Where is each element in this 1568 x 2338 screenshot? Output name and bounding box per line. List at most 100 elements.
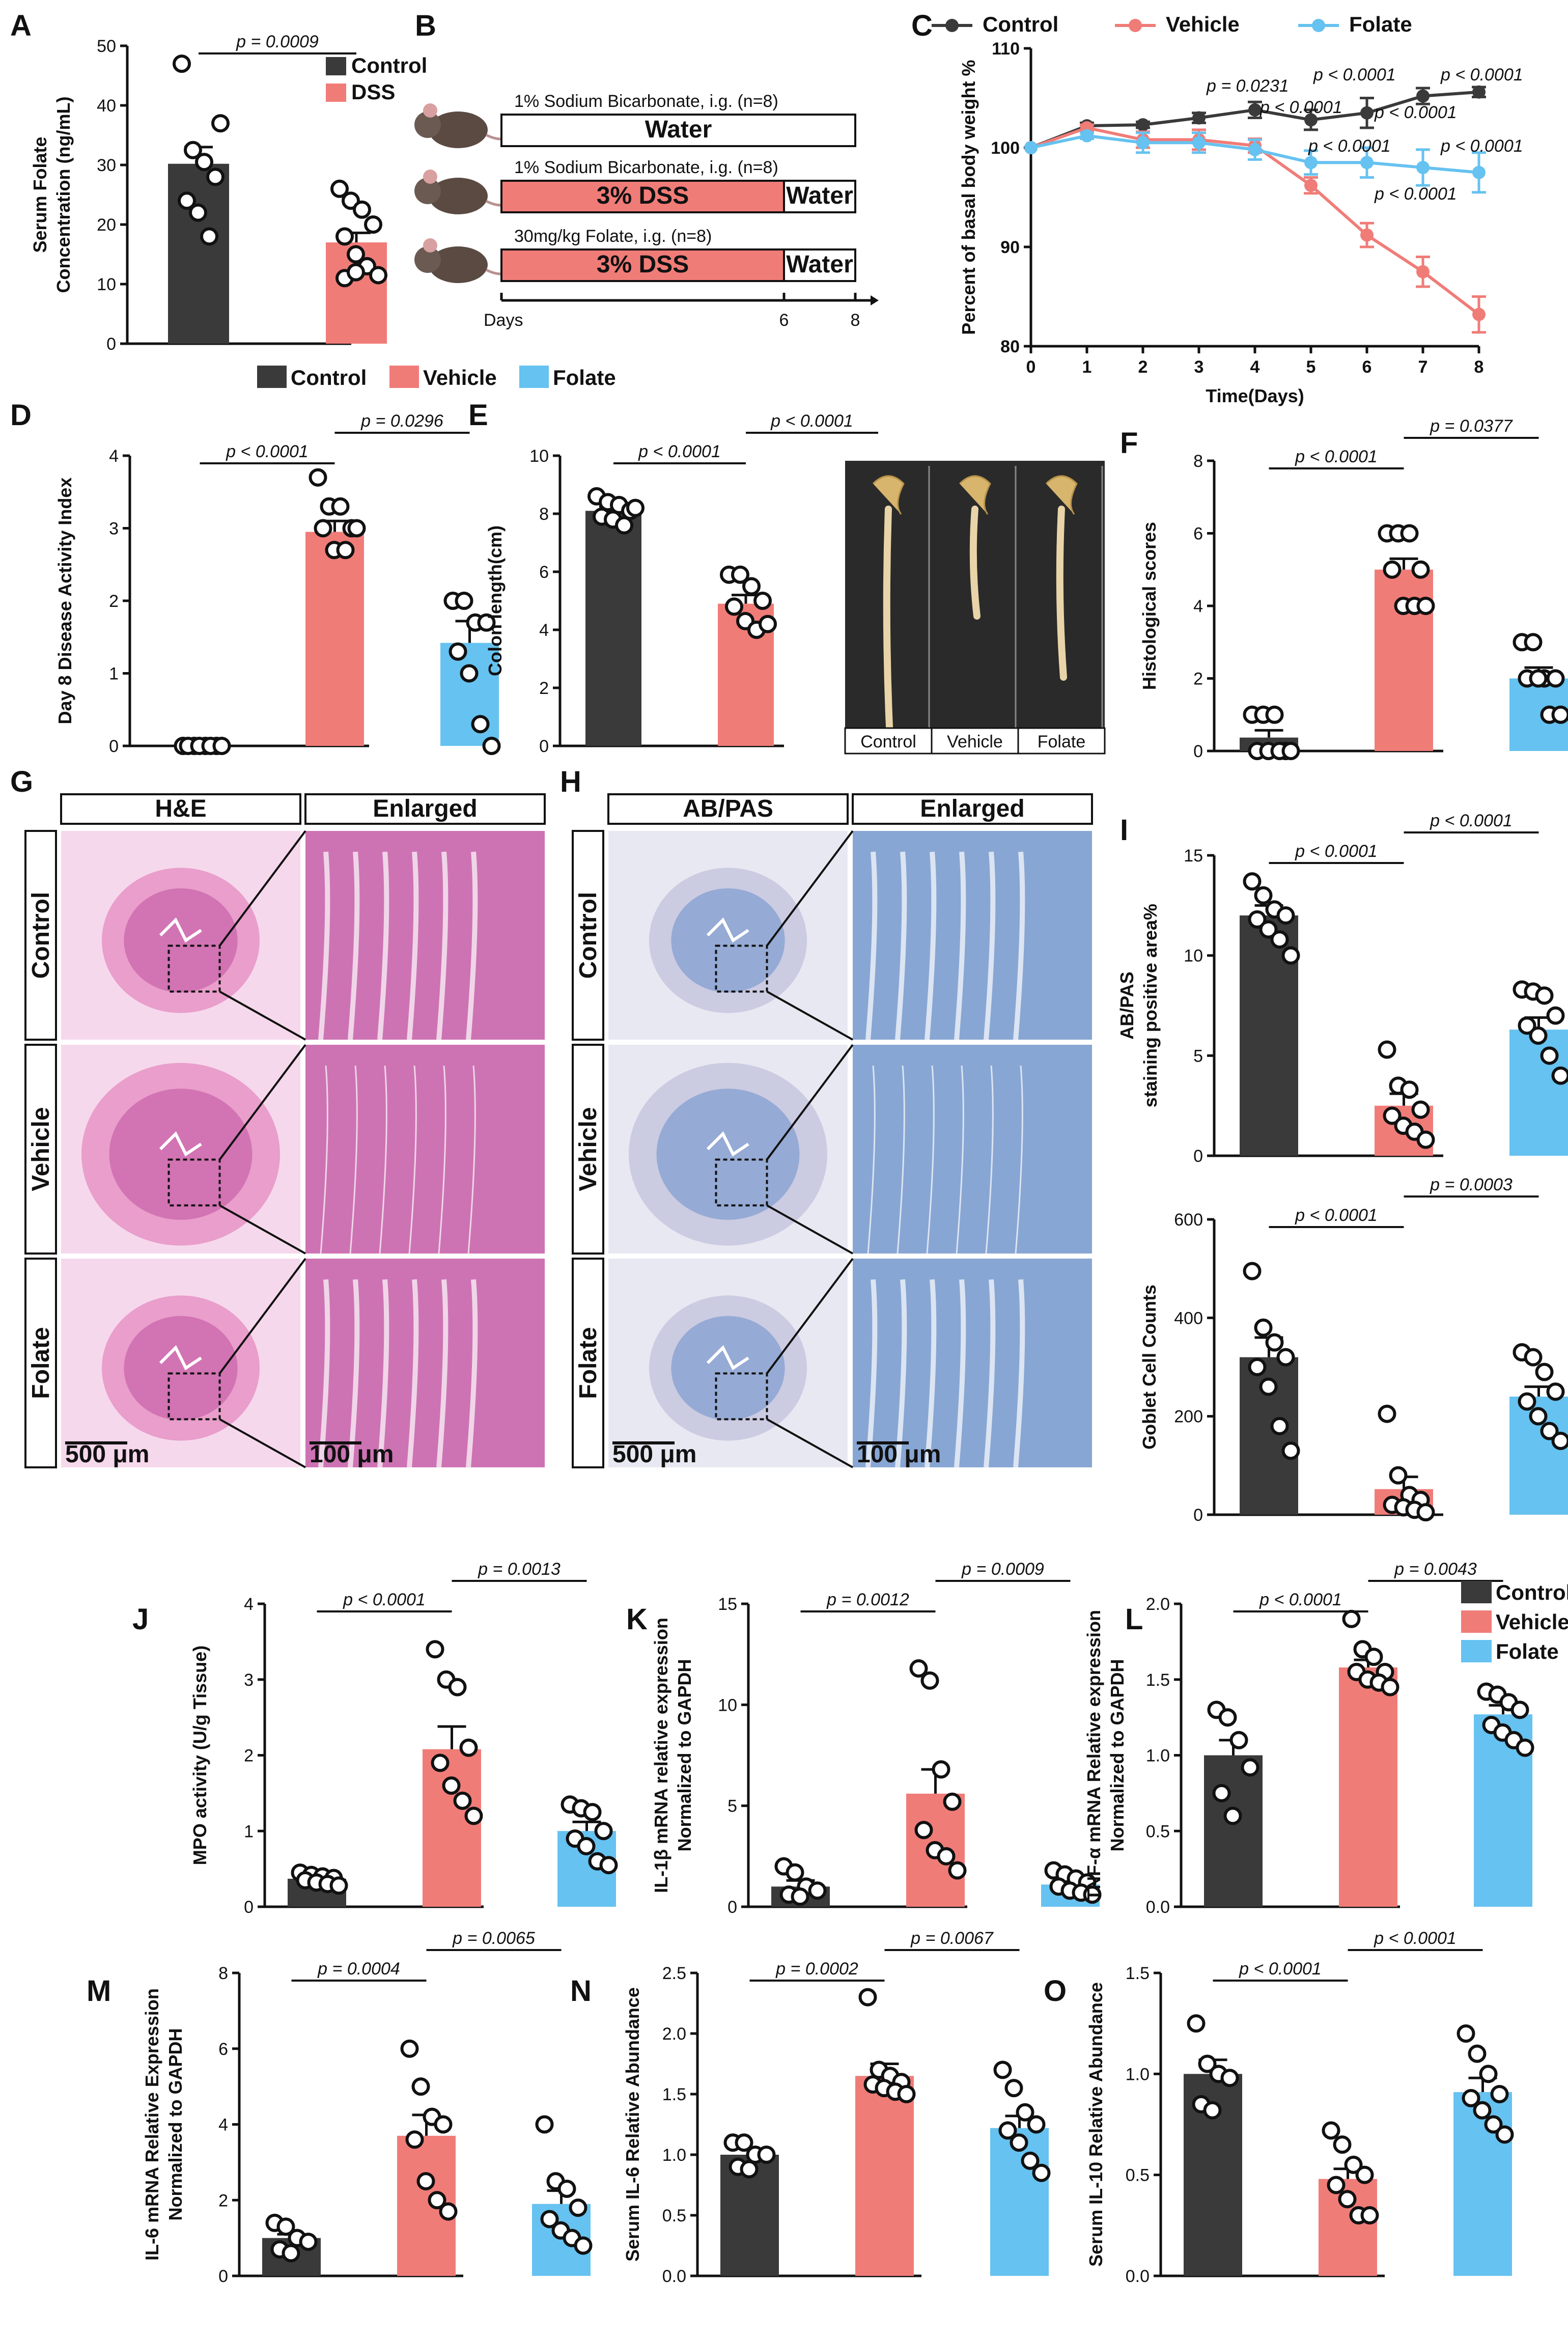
- data-point: [557, 2179, 576, 2198]
- p-value: p = 0.0003: [1430, 1175, 1513, 1194]
- panel-letter-a: A: [10, 9, 32, 42]
- data-point: [753, 592, 772, 610]
- chart-i1: 0 5 10 15 AB/PAS staining positive area% p < 0…: [1116, 811, 1568, 1166]
- water-segment: [783, 248, 856, 282]
- data-point: [276, 2217, 295, 2236]
- data-point: [1338, 2190, 1357, 2209]
- data-point: [1535, 986, 1554, 1005]
- data-point: [1187, 2014, 1206, 2033]
- mucosa-layer: [671, 888, 785, 993]
- data-point: [569, 2198, 587, 2217]
- y-tick-label: 5: [1193, 1046, 1203, 1066]
- y-tick-label: 15: [1184, 846, 1203, 866]
- data-point: [1540, 1046, 1559, 1065]
- enlarged-image: [305, 1259, 545, 1467]
- crypt-structure: [984, 851, 996, 1040]
- enlarged-image: [853, 1259, 1092, 1467]
- y-axis-label: Day 8 Disease Activity Index: [54, 478, 75, 725]
- data-point: [282, 2244, 300, 2263]
- y-axis-label-line: staining positive area%: [1140, 904, 1161, 1107]
- crypt-structure: [1015, 1065, 1023, 1254]
- legend-swatch: [1461, 1640, 1492, 1662]
- p-value: p = 0.0013: [478, 1560, 561, 1579]
- p-value: p < 0.0001: [1313, 65, 1396, 85]
- data-point: [1333, 2135, 1352, 2154]
- y-tick-label: 100: [991, 138, 1020, 158]
- crypt-structure: [377, 1279, 389, 1468]
- legend-swatch: [1461, 1581, 1492, 1603]
- y-tick-label: 0: [106, 335, 116, 354]
- water-segment: [783, 180, 856, 213]
- y-tick-label: 400: [1174, 1309, 1203, 1328]
- zoom-box: [167, 1372, 221, 1421]
- legend-swatch: [326, 84, 346, 102]
- data-point: [1510, 1701, 1529, 1719]
- y-tick-label: 5: [727, 1797, 737, 1816]
- data-point: [1416, 597, 1435, 615]
- data-point: [426, 1640, 444, 1659]
- data-point: [1024, 141, 1038, 154]
- y-axis-label-line: Serum IL-6 Relative Abundance: [622, 1987, 643, 2262]
- y-tick-label: 4: [218, 2116, 228, 2135]
- timeline-label: Days: [484, 311, 523, 330]
- y-tick-label: 4: [1193, 597, 1203, 616]
- scale-label: 100 μm: [857, 1441, 941, 1468]
- colon-tissue: [969, 506, 981, 620]
- data-point: [1136, 118, 1150, 132]
- mouse-body: [429, 178, 488, 214]
- data-point: [471, 715, 490, 734]
- data-point: [1192, 136, 1206, 150]
- chart-l: 0.0 0.5 1.0 1.5 2.0 TNF-α mRNA Relative expre…: [1083, 1560, 1534, 1917]
- lumen: [159, 917, 202, 943]
- y-tick-label: 4: [244, 1595, 254, 1614]
- timeline-arrow: [871, 295, 879, 305]
- segment-label: Water: [786, 182, 853, 209]
- data-point: [434, 2115, 453, 2134]
- legend-groups-bottom: Control Vehicle Folate: [1461, 1580, 1568, 1663]
- data-point: [740, 2160, 759, 2179]
- x-tick-label: 2: [1138, 357, 1148, 377]
- zoom-line: [766, 1418, 853, 1468]
- data-point: [1004, 2079, 1023, 2098]
- bar-vehicle: [1339, 1667, 1397, 1907]
- data-point: [1136, 136, 1150, 150]
- data-point: [1281, 1441, 1300, 1460]
- y-axis-label-line: Goblet Cell Counts: [1139, 1285, 1160, 1450]
- p-value: p < 0.0001: [638, 442, 721, 461]
- p-value: p < 0.0001: [1239, 1959, 1322, 1979]
- crypt-structure: [436, 851, 449, 1040]
- crypt-structure: [954, 851, 966, 1040]
- x-tick-label: 0: [1026, 357, 1036, 377]
- data-point: [455, 592, 473, 610]
- data-point: [428, 2191, 446, 2210]
- data-point: [200, 227, 218, 246]
- chart-k: 0 5 10 15 IL-1β mRNA relative expression Norm…: [651, 1560, 1102, 1917]
- mucosa-layer: [124, 1316, 238, 1421]
- bar-vehicle: [855, 2076, 914, 2276]
- p-value: p < 0.0001: [1295, 447, 1378, 466]
- data-point: [1360, 106, 1374, 120]
- data-point: [993, 2061, 1012, 2079]
- data-point: [1229, 1731, 1248, 1749]
- y-tick-label: 2: [1193, 670, 1203, 689]
- y-tick-label: 2: [244, 1746, 254, 1766]
- row-label-box: [572, 1044, 604, 1255]
- crypt-structure: [320, 1065, 328, 1254]
- data-point: [336, 541, 355, 560]
- zoom-line: [218, 830, 306, 947]
- data-point: [1270, 930, 1289, 949]
- timeline-tick-label: 8: [851, 311, 860, 330]
- segment-label: 3% DSS: [597, 182, 689, 209]
- x-axis-label: Time(Days): [1206, 385, 1304, 406]
- data-point: [299, 2233, 318, 2251]
- legend-label: Control: [983, 12, 1058, 36]
- data-point: [757, 2146, 776, 2164]
- data-point: [1276, 906, 1295, 925]
- y-tick-label: 3: [109, 519, 119, 539]
- y-tick-label: 2: [218, 2191, 228, 2210]
- data-point: [1516, 1738, 1534, 1757]
- mouse-ear: [423, 170, 437, 184]
- data-point: [920, 1671, 939, 1690]
- legend-label: Control: [351, 53, 427, 77]
- y-tick-label: 2: [539, 679, 549, 698]
